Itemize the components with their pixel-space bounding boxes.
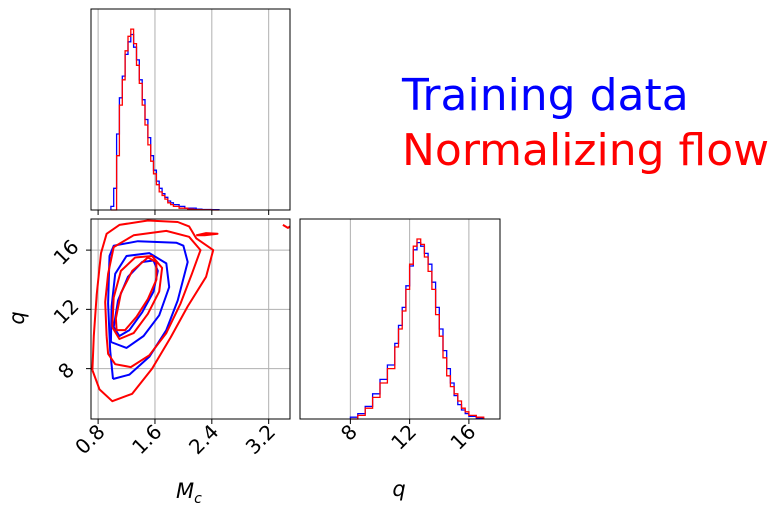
mc-hist-frame xyxy=(90,8,291,211)
q-marg-tick-label-1: 12 xyxy=(386,420,421,455)
mc-tick-label-2: 2.4 xyxy=(184,420,223,459)
q-axis-label-joint-y: q xyxy=(5,311,29,324)
q-axis-label-marginal-x: q xyxy=(392,477,405,501)
q-hist-frame xyxy=(299,218,501,420)
mc-q-joint-contour-panel: 0.8 1.6 2.4 3.2 8 12 16 xyxy=(49,218,291,459)
mc-axis-label-subscript: c xyxy=(194,491,202,507)
mc-tick-label-1: 1.6 xyxy=(127,420,166,459)
q-joint-tick-label-2: 16 xyxy=(49,235,84,270)
legend-normalizing-flow: Normalizing flow xyxy=(402,125,769,176)
contour-training-level-1 xyxy=(109,252,171,349)
contour-flow-level-2 xyxy=(104,229,202,369)
q-marginal-histogram-panel: 8 12 16 xyxy=(299,218,501,455)
mc-hist-series-flow xyxy=(110,28,219,211)
mc-tick-label-3: 3.2 xyxy=(241,420,280,459)
mc-axis-label: Mc xyxy=(176,479,202,507)
contour-flow-level-0 xyxy=(114,256,158,332)
q-marg-tick-label-2: 16 xyxy=(445,420,480,455)
mc-marginal-histogram-panel xyxy=(90,8,291,215)
q-hist-series-training xyxy=(349,241,485,419)
mc-hist-series-training xyxy=(110,33,220,211)
joint-contours xyxy=(91,219,290,403)
legend-training-data: Training data xyxy=(401,70,689,121)
q-hist-series-flow xyxy=(350,238,485,420)
q-joint-tick-label-0: 8 xyxy=(53,358,79,384)
q-joint-tick-label-1: 12 xyxy=(49,294,84,329)
mc-axis-label-main: M xyxy=(176,479,194,503)
contour-flow-level-5 xyxy=(282,224,290,229)
contour-flow-level-3 xyxy=(91,219,215,403)
contour-flow-level-4 xyxy=(195,232,219,237)
contour-flow-level-1 xyxy=(111,255,164,340)
joint-frame xyxy=(90,218,291,420)
mc-tick-label-0: 0.8 xyxy=(70,420,109,459)
q-marg-tick-label-0: 8 xyxy=(336,420,362,446)
